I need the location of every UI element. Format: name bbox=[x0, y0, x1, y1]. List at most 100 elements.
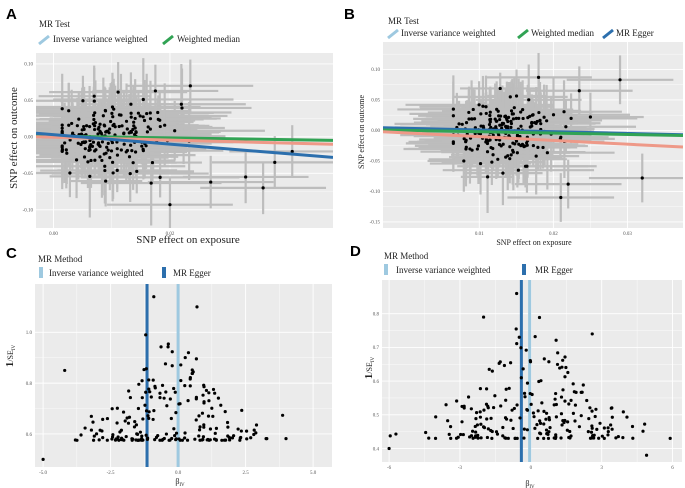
data-point bbox=[513, 142, 517, 146]
data-point bbox=[60, 129, 64, 133]
data-point bbox=[511, 150, 515, 154]
y-tick-label: 0.7 bbox=[373, 346, 380, 351]
data-point bbox=[621, 410, 625, 414]
y-tick-label: -0.15 bbox=[370, 221, 381, 226]
data-point bbox=[464, 147, 468, 151]
y-tick-label: -0.05 bbox=[23, 172, 34, 177]
data-point bbox=[158, 396, 162, 400]
data-point bbox=[136, 111, 141, 115]
data-point bbox=[170, 364, 174, 368]
data-point bbox=[158, 175, 162, 179]
data-point bbox=[209, 180, 213, 184]
data-point bbox=[125, 127, 129, 131]
data-point bbox=[474, 430, 478, 434]
data-point bbox=[537, 315, 542, 320]
data-point bbox=[496, 157, 500, 161]
data-point bbox=[610, 406, 614, 410]
data-point bbox=[153, 386, 157, 390]
data-point bbox=[424, 430, 428, 435]
data-point bbox=[92, 434, 96, 438]
data-point bbox=[571, 382, 575, 386]
data-point bbox=[539, 122, 543, 126]
data-point bbox=[122, 438, 126, 442]
data-point bbox=[141, 147, 145, 151]
data-point bbox=[179, 379, 183, 383]
data-point bbox=[168, 203, 172, 207]
data-point bbox=[486, 406, 490, 410]
data-point bbox=[160, 438, 164, 442]
data-point bbox=[497, 142, 502, 147]
data-point bbox=[148, 127, 152, 131]
data-point bbox=[531, 411, 536, 415]
data-point bbox=[159, 345, 163, 349]
data-point bbox=[522, 391, 527, 395]
data-point bbox=[494, 430, 499, 434]
data-point bbox=[112, 122, 116, 126]
data-point bbox=[92, 99, 96, 103]
x-tick-label: -5.0 bbox=[39, 471, 47, 476]
x-tick-label: 0.02 bbox=[166, 232, 175, 237]
data-point bbox=[614, 436, 618, 440]
data-point bbox=[195, 305, 199, 309]
data-point bbox=[533, 426, 537, 430]
data-point bbox=[643, 422, 647, 426]
data-point bbox=[559, 436, 563, 440]
data-point bbox=[129, 102, 133, 106]
data-point bbox=[60, 126, 64, 130]
data-point bbox=[93, 149, 97, 153]
data-point bbox=[122, 131, 126, 136]
data-point bbox=[236, 427, 240, 431]
data-point bbox=[63, 141, 67, 145]
data-point bbox=[91, 438, 96, 442]
data-point bbox=[509, 125, 513, 129]
data-point bbox=[197, 428, 202, 432]
data-point bbox=[136, 438, 141, 442]
data-point bbox=[206, 437, 210, 442]
data-point bbox=[153, 438, 157, 442]
data-point bbox=[91, 420, 95, 424]
data-point bbox=[93, 111, 97, 115]
data-point bbox=[105, 438, 109, 442]
data-point bbox=[147, 387, 151, 391]
data-point bbox=[104, 130, 108, 134]
data-point bbox=[541, 145, 545, 150]
data-point bbox=[516, 168, 520, 172]
data-point bbox=[460, 122, 464, 126]
data-point bbox=[93, 124, 97, 128]
y-tick-label: 0.6 bbox=[373, 380, 380, 385]
data-point bbox=[124, 434, 128, 439]
data-point bbox=[226, 434, 230, 438]
legend-label-d-2: MR Egger bbox=[535, 265, 573, 275]
data-point bbox=[544, 417, 548, 421]
data-point bbox=[489, 416, 493, 420]
plot-background bbox=[35, 284, 332, 467]
data-point bbox=[640, 176, 644, 180]
data-point bbox=[478, 410, 482, 414]
data-point bbox=[592, 436, 596, 440]
data-point bbox=[79, 433, 83, 437]
data-point bbox=[60, 123, 64, 127]
data-point bbox=[84, 124, 89, 128]
data-point bbox=[92, 94, 96, 98]
data-point bbox=[238, 436, 242, 440]
legend-key-b-1 bbox=[387, 28, 399, 40]
data-point bbox=[101, 436, 105, 440]
data-point bbox=[201, 435, 206, 439]
data-point bbox=[544, 428, 549, 432]
y-tick-label: 0.5 bbox=[373, 414, 380, 419]
data-point bbox=[621, 436, 625, 440]
data-point bbox=[190, 368, 194, 372]
data-point bbox=[87, 148, 91, 152]
data-point bbox=[485, 150, 490, 154]
data-point bbox=[548, 425, 552, 430]
data-point bbox=[531, 143, 535, 148]
data-point bbox=[265, 437, 269, 441]
data-point bbox=[150, 160, 155, 165]
y-axis-label-c: 1/SEIV bbox=[4, 344, 17, 367]
data-point bbox=[521, 108, 525, 112]
data-point bbox=[504, 387, 508, 391]
data-point bbox=[554, 402, 558, 407]
data-point bbox=[577, 89, 581, 93]
data-point bbox=[194, 357, 198, 361]
data-point bbox=[545, 119, 549, 123]
